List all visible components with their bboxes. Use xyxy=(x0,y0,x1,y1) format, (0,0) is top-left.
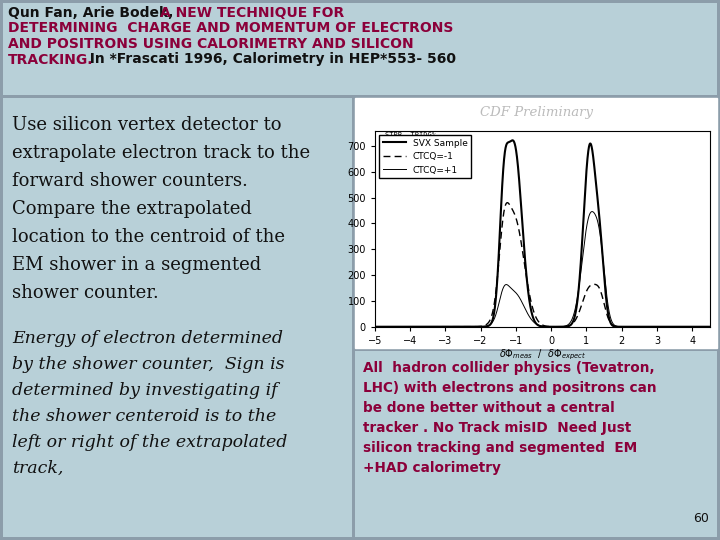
Text: EM shower in a segmented: EM shower in a segmented xyxy=(12,256,261,274)
CTCQ=+1 xyxy=(634,323,643,330)
CTCQ=+1 xyxy=(525,313,534,319)
CTCQ=+1 xyxy=(387,323,396,330)
Legend: SVX Sample, CTCQ=-1, CTCQ=+1: SVX Sample, CTCQ=-1, CTCQ=+1 xyxy=(379,135,472,178)
CTCQ=+1 xyxy=(696,323,704,330)
SVX Sample xyxy=(706,323,714,330)
CTCQ=+1 xyxy=(371,323,379,330)
Text: STPB  TPIDG%: STPB TPIDG% xyxy=(385,132,436,138)
Text: Compare the extrapolated: Compare the extrapolated xyxy=(12,200,252,218)
Text: be done better without a central: be done better without a central xyxy=(363,401,615,415)
Line: SVX Sample: SVX Sample xyxy=(375,140,710,327)
Text: TRACKING.: TRACKING. xyxy=(8,52,94,66)
CTCQ=+1 xyxy=(696,323,705,330)
Text: the shower centeroid is to the: the shower centeroid is to the xyxy=(12,408,276,425)
SVX Sample xyxy=(525,295,534,301)
CTCQ=-1 xyxy=(634,323,643,330)
Text: extrapolate electron track to the: extrapolate electron track to the xyxy=(12,144,310,162)
CTCQ=-1 xyxy=(503,199,512,206)
CTCQ=+1 xyxy=(534,322,542,328)
Text: determined by investigating if: determined by investigating if xyxy=(12,382,277,399)
Text: All  hadron collider physics (Tevatron,: All hadron collider physics (Tevatron, xyxy=(363,361,654,375)
Text: CDF Preliminary: CDF Preliminary xyxy=(480,106,593,119)
Text: AND POSITRONS USING CALORIMETRY AND SILICON: AND POSITRONS USING CALORIMETRY AND SILI… xyxy=(8,37,413,51)
Text: 60: 60 xyxy=(693,512,709,525)
Text: left or right of the extrapolated: left or right of the extrapolated xyxy=(12,434,287,451)
CTCQ=-1 xyxy=(706,323,714,330)
SVX Sample xyxy=(634,323,643,330)
Text: silicon tracking and segmented  EM: silicon tracking and segmented EM xyxy=(363,441,637,455)
FancyBboxPatch shape xyxy=(355,98,717,348)
CTCQ=-1 xyxy=(525,289,534,295)
SVX Sample xyxy=(696,323,705,330)
Line: CTCQ=+1: CTCQ=+1 xyxy=(375,212,710,327)
CTCQ=-1 xyxy=(387,323,396,330)
CTCQ=-1 xyxy=(696,323,705,330)
CTCQ=-1 xyxy=(696,323,704,330)
Text: Use silicon vertex detector to: Use silicon vertex detector to xyxy=(12,116,282,134)
SVX Sample xyxy=(387,323,396,330)
Text: by the shower counter,  Sign is: by the shower counter, Sign is xyxy=(12,356,284,373)
Text: shower counter.: shower counter. xyxy=(12,284,158,302)
Text: +HAD calorimetry: +HAD calorimetry xyxy=(363,461,501,475)
FancyBboxPatch shape xyxy=(3,98,352,537)
Text: DETERMINING  CHARGE AND MOMENTUM OF ELECTRONS: DETERMINING CHARGE AND MOMENTUM OF ELECT… xyxy=(8,22,454,36)
CTCQ=+1 xyxy=(706,323,714,330)
Text: location to the centroid of the: location to the centroid of the xyxy=(12,228,285,246)
SVX Sample xyxy=(371,323,379,330)
Text: tracker . No Track misID  Need Just: tracker . No Track misID Need Just xyxy=(363,421,631,435)
FancyBboxPatch shape xyxy=(3,3,717,95)
SVX Sample xyxy=(534,322,542,328)
Text: forward shower counters.: forward shower counters. xyxy=(12,172,248,190)
CTCQ=+1 xyxy=(588,208,596,215)
SVX Sample xyxy=(508,137,517,144)
Text: A NEW TECHNIQUE FOR: A NEW TECHNIQUE FOR xyxy=(160,6,344,20)
FancyBboxPatch shape xyxy=(355,351,717,537)
SVX Sample xyxy=(696,323,704,330)
Line: CTCQ=-1: CTCQ=-1 xyxy=(375,202,710,327)
Text: In *Frascati 1996, Calorimetry in HEP*553- 560: In *Frascati 1996, Calorimetry in HEP*55… xyxy=(80,52,456,66)
Text: Qun Fan, Arie Bodek,: Qun Fan, Arie Bodek, xyxy=(8,6,179,20)
Text: Energy of electron determined: Energy of electron determined xyxy=(12,330,283,347)
CTCQ=-1 xyxy=(371,323,379,330)
Text: track,: track, xyxy=(12,460,63,477)
X-axis label: $\delta\Phi_{meas}$  /  $\delta\Phi_{expect}$: $\delta\Phi_{meas}$ / $\delta\Phi_{expec… xyxy=(499,347,586,362)
CTCQ=-1 xyxy=(534,318,542,324)
Text: LHC) with electrons and positrons can: LHC) with electrons and positrons can xyxy=(363,381,657,395)
